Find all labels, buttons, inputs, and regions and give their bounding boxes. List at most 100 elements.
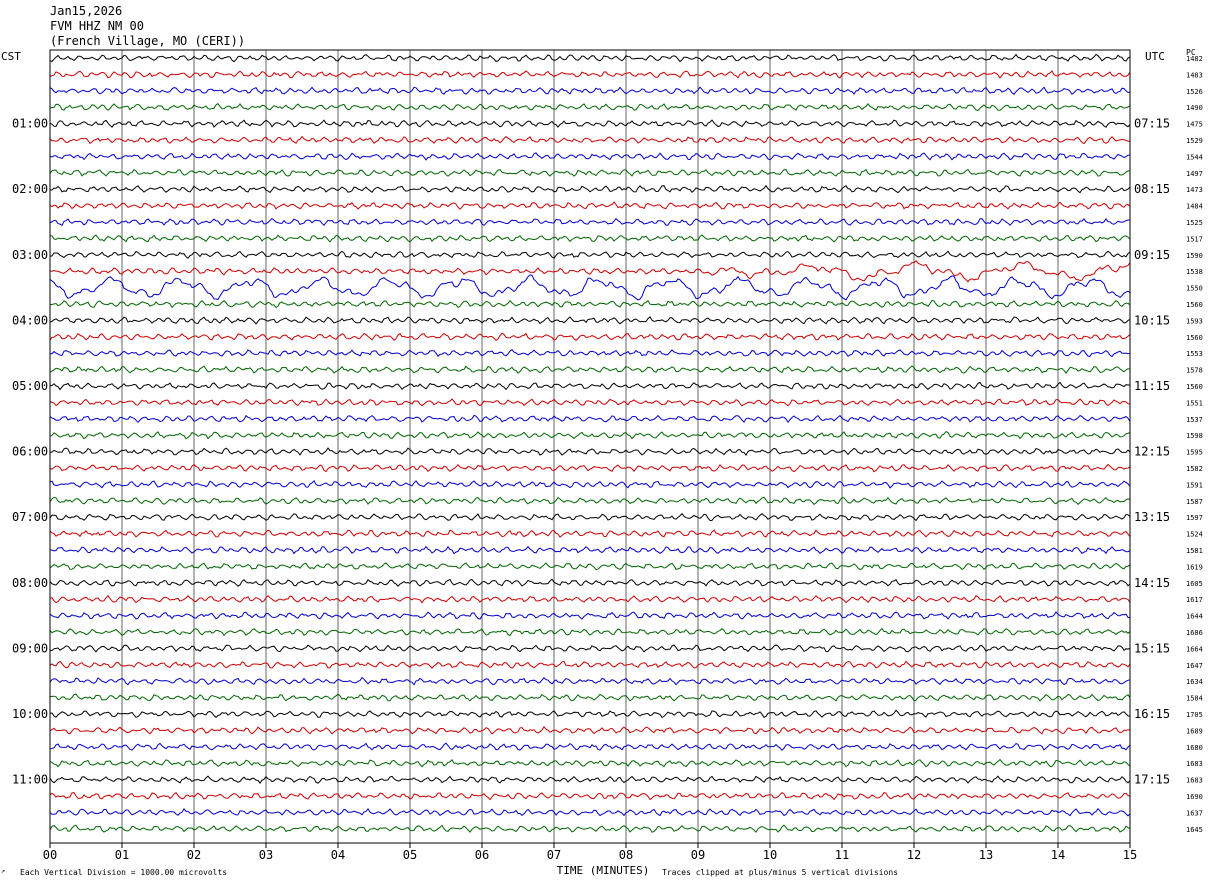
trace-row-32 xyxy=(49,578,1131,587)
row-value-label: 1484 xyxy=(1186,203,1203,211)
plot-border xyxy=(49,49,1131,844)
x-tick-label: 02 xyxy=(187,848,201,862)
row-value-label: 1582 xyxy=(1186,465,1203,473)
row-value-label: 1593 xyxy=(1186,317,1203,325)
trace-row-2 xyxy=(49,86,1131,95)
trace-row-20 xyxy=(49,381,1131,391)
row-value-label: 1526 xyxy=(1186,88,1203,96)
row-value-label: 1473 xyxy=(1186,186,1203,194)
row-value-label: 1584 xyxy=(1186,695,1203,703)
row-value-label: 1597 xyxy=(1186,514,1203,522)
trace-row-10 xyxy=(49,217,1130,227)
trace-row-19 xyxy=(49,365,1131,374)
trace-row-7 xyxy=(49,168,1131,177)
row-value-label: 1598 xyxy=(1186,432,1203,440)
x-tick-label: 15 xyxy=(1123,848,1137,862)
row-value-label: 1560 xyxy=(1186,383,1203,391)
trace-row-28 xyxy=(49,512,1131,522)
trace-row-42 xyxy=(49,742,1131,752)
row-value-label: 1550 xyxy=(1186,285,1203,293)
utc-hour-label: 07:15 xyxy=(1134,117,1170,131)
row-value-label: 1475 xyxy=(1186,121,1203,129)
axis-labels: 00 01 02 03 04 05 06 07 08 09 10 11 12 13 14 15 TIME (MI… xyxy=(12,55,1203,877)
row-value-label: 1581 xyxy=(1186,547,1203,555)
trace-row-45 xyxy=(49,791,1131,801)
cst-hour-label: 05:00 xyxy=(12,379,48,393)
trace-row-31 xyxy=(49,562,1131,571)
trace-row-38 xyxy=(49,676,1131,686)
trace-row-11 xyxy=(49,234,1131,243)
trace-row-4 xyxy=(49,119,1131,128)
x-tick-label: 12 xyxy=(907,848,921,862)
trace-row-0 xyxy=(49,53,1131,63)
cst-hour-label: 07:00 xyxy=(12,510,48,524)
trace-row-13 xyxy=(49,260,1131,283)
plot-frame xyxy=(49,49,1131,844)
cst-hour-label: 08:00 xyxy=(12,576,48,590)
x-tick-label: 08 xyxy=(619,848,633,862)
trace-row-25 xyxy=(49,463,1131,473)
row-value-label: 1664 xyxy=(1186,645,1203,653)
utc-hour-label: 17:15 xyxy=(1134,773,1170,787)
trace-row-43 xyxy=(49,758,1131,768)
utc-label: UTC xyxy=(1145,50,1165,63)
trace-row-1 xyxy=(49,70,1131,79)
row-value-label: 1517 xyxy=(1186,235,1203,243)
x-axis-title: TIME (MINUTES) xyxy=(557,864,650,877)
trace-row-16 xyxy=(49,316,1131,325)
x-tick-label: 11 xyxy=(835,848,849,862)
utc-hour-label: 12:15 xyxy=(1134,445,1170,459)
x-tick-label: 06 xyxy=(475,848,489,862)
cst-hour-label: 11:00 xyxy=(12,773,48,787)
row-value-label: 1483 xyxy=(1186,71,1203,79)
row-value-label: 1524 xyxy=(1186,531,1203,539)
pc-label: PC xyxy=(1186,48,1196,57)
seismic-traces xyxy=(49,53,1131,833)
utc-hour-label: 13:15 xyxy=(1134,510,1170,524)
trace-row-44 xyxy=(49,775,1131,784)
utc-hour-label: 15:15 xyxy=(1134,641,1170,655)
trace-row-21 xyxy=(49,398,1131,407)
row-value-label: 1538 xyxy=(1186,268,1203,276)
trace-row-9 xyxy=(49,201,1131,210)
x-tick-label: 03 xyxy=(259,848,273,862)
utc-hour-label: 10:15 xyxy=(1134,313,1170,327)
trace-row-46 xyxy=(49,808,1131,817)
row-value-label: 1637 xyxy=(1186,809,1203,817)
trace-row-12 xyxy=(49,250,1131,259)
utc-hour-label: 14:15 xyxy=(1134,576,1170,590)
cst-hour-label: 03:00 xyxy=(12,248,48,262)
clip-note: Traces clipped at plus/minus 5 vertical … xyxy=(662,868,899,877)
cst-label: CST xyxy=(1,50,21,63)
trace-row-8 xyxy=(49,184,1131,194)
x-tick-label: 01 xyxy=(115,848,129,862)
row-value-label: 1553 xyxy=(1186,350,1203,358)
cst-hour-label: 06:00 xyxy=(12,445,48,459)
row-value-label: 1560 xyxy=(1186,301,1203,309)
plot-date: Jan15,2026 xyxy=(50,4,123,18)
row-value-label: 1525 xyxy=(1186,219,1203,227)
cst-hour-label: 02:00 xyxy=(12,182,48,196)
trace-row-5 xyxy=(49,135,1131,145)
row-value-label: 1605 xyxy=(1186,580,1203,588)
trace-row-35 xyxy=(49,627,1131,637)
trace-row-26 xyxy=(49,479,1131,489)
trace-row-34 xyxy=(49,611,1131,620)
trace-row-17 xyxy=(49,332,1131,341)
row-value-label: 1689 xyxy=(1186,727,1203,735)
trace-row-15 xyxy=(49,299,1131,309)
x-tick-label: 14 xyxy=(1051,848,1065,862)
trace-row-47 xyxy=(49,824,1131,833)
trace-row-6 xyxy=(49,152,1131,161)
cst-hour-label: 09:00 xyxy=(12,641,48,655)
row-value-label: 1680 xyxy=(1186,744,1203,752)
row-value-label: 1578 xyxy=(1186,367,1203,375)
station-code: FVM HHZ NM 00 xyxy=(50,19,144,33)
utc-hour-label: 08:15 xyxy=(1134,182,1170,196)
utc-hour-label: 16:15 xyxy=(1134,707,1170,721)
x-tick-label: 09 xyxy=(691,848,705,862)
utc-hour-label: 11:15 xyxy=(1134,379,1170,393)
row-value-label: 1544 xyxy=(1186,153,1203,161)
row-value-label: 1591 xyxy=(1186,481,1203,489)
row-value-label: 1587 xyxy=(1186,498,1203,506)
